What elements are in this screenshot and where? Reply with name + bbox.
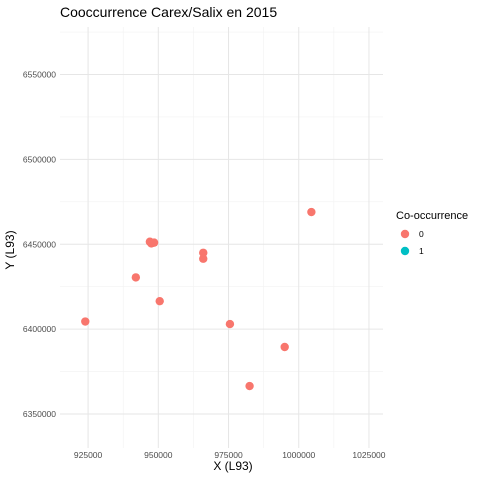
data-point <box>131 273 141 282</box>
y-axis-title: Y (L93) <box>3 230 17 269</box>
y-tick-label: 6500000 <box>23 154 56 164</box>
legend-title: Co-occurrence <box>396 210 468 222</box>
legend-label: 1 <box>419 246 424 256</box>
x-axis-title: X (L93) <box>213 459 252 473</box>
data-point <box>280 342 289 352</box>
legend-key <box>400 229 410 239</box>
data-point <box>225 319 235 329</box>
data-point <box>199 248 208 257</box>
data-point <box>245 381 254 391</box>
data-point <box>199 254 208 263</box>
y-tick-label: 6450000 <box>23 239 56 249</box>
x-tick-label: 950000 <box>144 450 173 460</box>
y-tick-label: 6400000 <box>23 324 56 334</box>
x-tick-label: 975000 <box>214 450 243 460</box>
y-tick-label: 6350000 <box>23 409 56 419</box>
chart-title: Cooccurrence Carex/Salix en 2015 <box>60 4 277 20</box>
data-points <box>81 207 316 391</box>
y-tick-label: 6550000 <box>23 70 56 80</box>
x-tick-label: 1025000 <box>352 450 385 460</box>
grid <box>60 27 383 448</box>
data-point <box>149 238 159 247</box>
x-axis-ticks: 925000 950000 975000 1000000 1025000 <box>74 450 386 460</box>
x-tick-label: 925000 <box>74 450 103 460</box>
legend-key <box>400 246 410 256</box>
legend-label: 0 <box>419 229 424 239</box>
data-point <box>81 317 90 326</box>
data-point <box>307 207 316 217</box>
x-tick-label: 1000000 <box>282 450 315 460</box>
legend: Co-occurrence 0 1 <box>396 210 468 256</box>
data-point <box>155 296 164 306</box>
y-axis-ticks: 6350000 6400000 6450000 6500000 6550000 <box>23 70 56 420</box>
